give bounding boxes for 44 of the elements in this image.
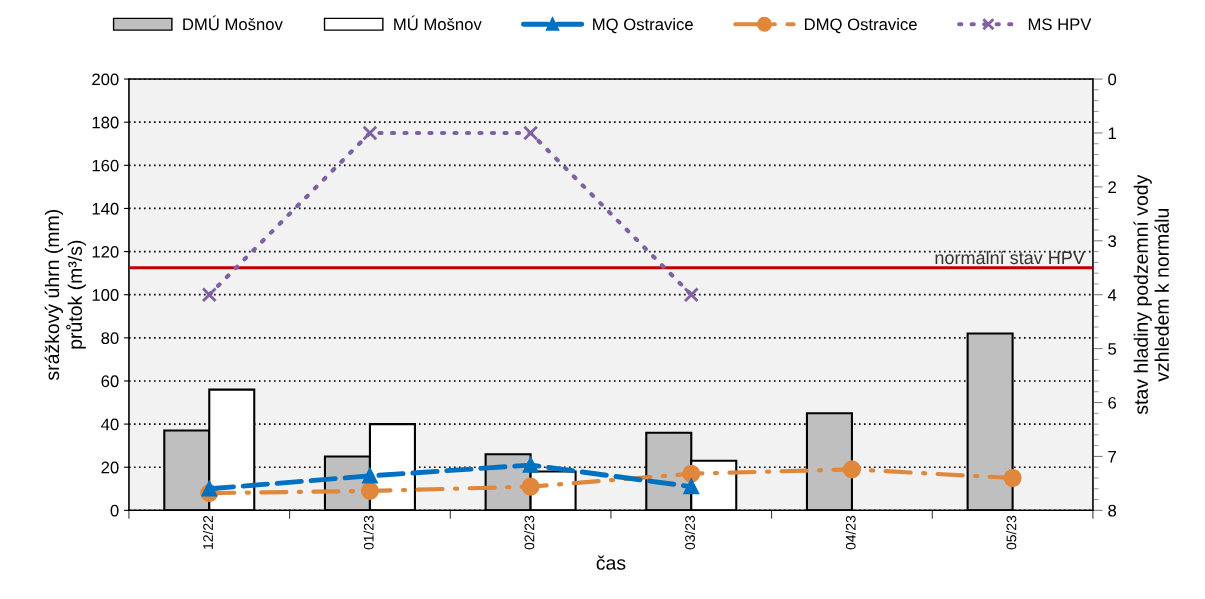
ref-line-label: normální stav HPV xyxy=(935,250,1085,265)
y2-tick-label: 3 xyxy=(1108,235,1117,247)
point xyxy=(683,478,699,495)
y2-tick-label: 0 xyxy=(1108,73,1117,86)
x-tick-label: 01/23 xyxy=(363,515,374,550)
y-axis-title: srážkový úhrn (mm) průtok (m³/s) xyxy=(44,210,86,381)
x-tick-label: 03/23 xyxy=(684,515,695,550)
point xyxy=(360,481,379,500)
y-tick-label: 160 xyxy=(92,159,119,172)
point xyxy=(201,481,217,497)
x-tick-label: 12/22 xyxy=(202,515,213,549)
legend-label: MÚ Mošnov xyxy=(394,15,482,31)
point xyxy=(682,464,701,483)
y-tick-label: 40 xyxy=(101,418,119,431)
y-tick-label: 80 xyxy=(101,332,119,345)
legend-label: MQ Ostravice xyxy=(593,18,693,34)
point xyxy=(842,460,861,479)
y-tick-label: 60 xyxy=(101,375,119,388)
legend-label: DMQ Ostravice xyxy=(804,18,917,34)
point xyxy=(522,457,539,473)
y-tick-label: 200 xyxy=(92,73,119,86)
y2-tick-label: 6 xyxy=(1108,396,1117,409)
y2-tick-label: 5 xyxy=(1108,343,1117,355)
legend-label: DMÚ Mošnov xyxy=(183,15,283,31)
x-axis-title: čas xyxy=(596,555,626,570)
y-tick-label: 0 xyxy=(110,504,119,517)
x-tick-label: 04/23 xyxy=(845,515,856,550)
point xyxy=(362,468,378,484)
y-tick-label: 180 xyxy=(92,116,119,129)
y2-tick-label: 1 xyxy=(1108,127,1116,140)
point xyxy=(521,477,540,496)
y-tick-label: 100 xyxy=(92,289,119,301)
x-tick-label: 02/23 xyxy=(524,515,535,550)
legend-label: MS HPV xyxy=(1028,18,1092,31)
y2-tick-label: 2 xyxy=(1108,181,1116,193)
y-tick-label: 20 xyxy=(101,461,119,474)
y2-tick-label: 7 xyxy=(1108,451,1116,463)
y2-axis-title: stav hladiny podzemní vody vzhledem k normálu xyxy=(1133,174,1169,415)
y-tick-label: 120 xyxy=(92,245,119,258)
y2-tick-label: 4 xyxy=(1107,289,1117,301)
point xyxy=(1003,468,1022,488)
y2-tick-label: 8 xyxy=(1108,504,1117,517)
x-tick-label: 05/23 xyxy=(1006,515,1017,550)
y-tick-label: 140 xyxy=(92,202,119,215)
